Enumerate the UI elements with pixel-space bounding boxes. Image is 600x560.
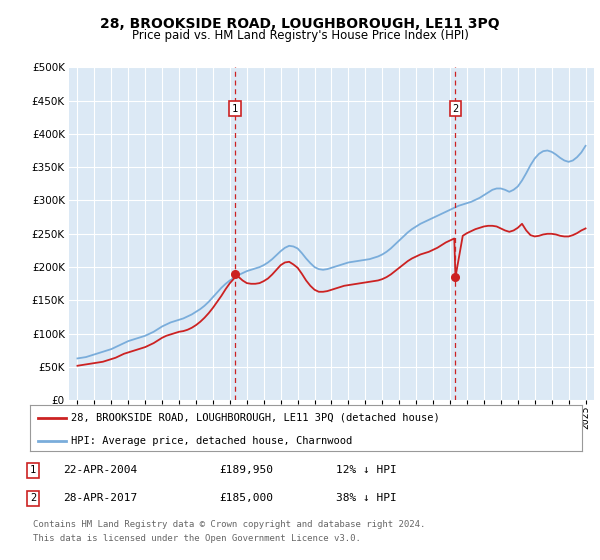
Text: 1: 1 (30, 465, 36, 475)
Text: 1: 1 (232, 104, 238, 114)
Text: 38% ↓ HPI: 38% ↓ HPI (336, 493, 397, 503)
Text: £189,950: £189,950 (219, 465, 273, 475)
Text: 28, BROOKSIDE ROAD, LOUGHBOROUGH, LE11 3PQ: 28, BROOKSIDE ROAD, LOUGHBOROUGH, LE11 3… (100, 17, 500, 31)
Text: 22-APR-2004: 22-APR-2004 (63, 465, 137, 475)
Text: This data is licensed under the Open Government Licence v3.0.: This data is licensed under the Open Gov… (33, 534, 361, 543)
Text: 28-APR-2017: 28-APR-2017 (63, 493, 137, 503)
Text: HPI: Average price, detached house, Charnwood: HPI: Average price, detached house, Char… (71, 436, 353, 446)
Text: 28, BROOKSIDE ROAD, LOUGHBOROUGH, LE11 3PQ (detached house): 28, BROOKSIDE ROAD, LOUGHBOROUGH, LE11 3… (71, 413, 440, 423)
Text: 2: 2 (30, 493, 36, 503)
Text: Price paid vs. HM Land Registry's House Price Index (HPI): Price paid vs. HM Land Registry's House … (131, 29, 469, 42)
Text: £185,000: £185,000 (219, 493, 273, 503)
Text: 12% ↓ HPI: 12% ↓ HPI (336, 465, 397, 475)
Text: 2: 2 (452, 104, 458, 114)
Text: Contains HM Land Registry data © Crown copyright and database right 2024.: Contains HM Land Registry data © Crown c… (33, 520, 425, 529)
